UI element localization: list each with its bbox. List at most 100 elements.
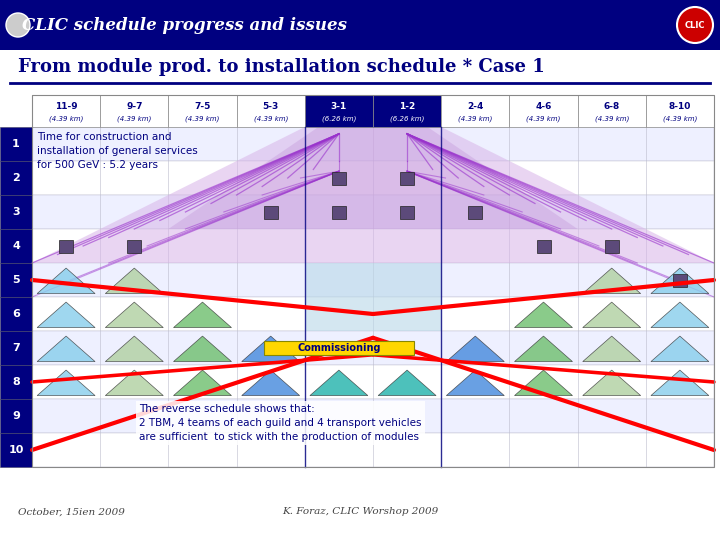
Bar <box>468 206 482 219</box>
Bar <box>305 95 373 127</box>
Polygon shape <box>37 302 95 328</box>
Text: 5: 5 <box>12 275 20 285</box>
Bar <box>373 95 441 127</box>
Bar <box>32 263 714 297</box>
Polygon shape <box>582 370 641 396</box>
Polygon shape <box>105 268 163 294</box>
Polygon shape <box>242 370 300 396</box>
Polygon shape <box>174 336 232 362</box>
Bar <box>100 95 168 127</box>
Polygon shape <box>651 302 709 328</box>
Polygon shape <box>310 370 368 396</box>
Text: (4.39 km): (4.39 km) <box>49 116 84 122</box>
Text: (4.39 km): (4.39 km) <box>526 116 561 122</box>
Text: CLIC: CLIC <box>685 21 706 30</box>
Bar <box>264 206 278 219</box>
Text: (4.39 km): (4.39 km) <box>458 116 492 122</box>
Text: 3-1: 3-1 <box>330 102 347 111</box>
Polygon shape <box>242 336 300 362</box>
Bar <box>168 95 237 127</box>
Bar <box>605 240 618 253</box>
Text: 11-9: 11-9 <box>55 102 78 111</box>
Text: 3: 3 <box>12 207 20 217</box>
Bar <box>510 95 577 127</box>
Text: October, 15ien 2009: October, 15ien 2009 <box>18 508 125 516</box>
Text: 4: 4 <box>12 241 20 251</box>
Bar <box>0 433 32 467</box>
Text: Commissioning: Commissioning <box>297 343 381 353</box>
Text: 8: 8 <box>12 377 20 387</box>
Circle shape <box>677 7 713 43</box>
Polygon shape <box>174 302 232 328</box>
Polygon shape <box>168 127 577 229</box>
Bar <box>400 172 414 185</box>
Polygon shape <box>32 127 714 263</box>
Text: (4.39 km): (4.39 km) <box>595 116 629 122</box>
Bar <box>32 331 714 365</box>
Bar <box>32 195 714 229</box>
Bar <box>0 331 32 365</box>
Bar <box>32 297 714 331</box>
Text: 4-6: 4-6 <box>535 102 552 111</box>
Bar <box>646 95 714 127</box>
Polygon shape <box>37 268 95 294</box>
Text: The reverse schedule shows that:
2 TBM, 4 teams of each guild and 4 transport ve: The reverse schedule shows that: 2 TBM, … <box>139 404 422 442</box>
Bar <box>441 95 510 127</box>
Bar <box>536 240 551 253</box>
Bar <box>32 95 714 467</box>
Polygon shape <box>515 336 572 362</box>
Bar <box>32 127 714 161</box>
Polygon shape <box>515 370 572 396</box>
Bar <box>673 274 687 287</box>
Bar <box>32 399 714 433</box>
Text: 9: 9 <box>12 411 20 421</box>
Bar <box>332 206 346 219</box>
Polygon shape <box>378 370 436 396</box>
Bar <box>0 0 720 50</box>
Polygon shape <box>37 370 95 396</box>
Bar <box>264 341 414 355</box>
Polygon shape <box>105 370 163 396</box>
Text: 2-4: 2-4 <box>467 102 484 111</box>
Text: (6.26 km): (6.26 km) <box>322 116 356 122</box>
Polygon shape <box>651 268 709 294</box>
Text: K. Foraz, CLIC Worshop 2009: K. Foraz, CLIC Worshop 2009 <box>282 508 438 516</box>
Polygon shape <box>105 336 163 362</box>
Text: 10: 10 <box>9 445 24 455</box>
Polygon shape <box>582 268 641 294</box>
Bar <box>127 240 141 253</box>
Bar <box>0 127 32 161</box>
Bar <box>32 229 714 263</box>
Text: 6-8: 6-8 <box>603 102 620 111</box>
Bar <box>32 365 714 399</box>
Polygon shape <box>582 302 641 328</box>
Bar <box>0 161 32 195</box>
Bar <box>32 433 714 467</box>
Polygon shape <box>651 370 709 396</box>
Bar <box>0 195 32 229</box>
Bar <box>577 95 646 127</box>
Polygon shape <box>582 336 641 362</box>
Polygon shape <box>446 370 504 396</box>
Text: (4.39 km): (4.39 km) <box>253 116 288 122</box>
Bar <box>0 263 32 297</box>
Bar <box>32 95 100 127</box>
Bar <box>332 172 346 185</box>
Text: 5-3: 5-3 <box>263 102 279 111</box>
Polygon shape <box>105 302 163 328</box>
Text: 6: 6 <box>12 309 20 319</box>
Text: 9-7: 9-7 <box>126 102 143 111</box>
Text: 7: 7 <box>12 343 20 353</box>
Bar <box>305 263 441 297</box>
Text: (4.39 km): (4.39 km) <box>662 116 697 122</box>
Text: 7-5: 7-5 <box>194 102 211 111</box>
Bar <box>400 206 414 219</box>
Text: (4.39 km): (4.39 km) <box>185 116 220 122</box>
Bar <box>0 365 32 399</box>
Text: 1-2: 1-2 <box>399 102 415 111</box>
Bar <box>305 297 441 331</box>
Circle shape <box>6 13 30 37</box>
Text: 1: 1 <box>12 139 20 149</box>
Text: (6.26 km): (6.26 km) <box>390 116 424 122</box>
Polygon shape <box>515 302 572 328</box>
